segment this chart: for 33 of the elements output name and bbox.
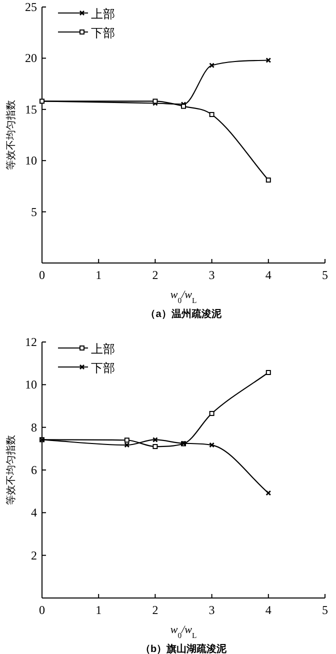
x-tick-label: 3 — [208, 603, 215, 617]
y-tick-label: 20 — [25, 51, 37, 66]
x-axis-title: w$_{0}$/w$_{L}$ — [170, 289, 197, 304]
legend-label: 上部 — [91, 7, 115, 21]
x-tick-label: 2 — [152, 603, 158, 617]
legend-label: 下部 — [91, 26, 115, 40]
y-tick-label: 8 — [31, 420, 37, 434]
x-tick-label: 0 — [39, 268, 45, 282]
y-tick-label: 10 — [25, 154, 37, 168]
x-tick-label: 4 — [265, 603, 272, 617]
text: （b）旗山湖疏浚泥 — [140, 643, 228, 654]
x-tick-label: 5 — [322, 603, 328, 617]
x-tick-label: 1 — [96, 268, 102, 282]
y-axis-title: 等效不均匀指数 — [5, 435, 17, 505]
y-tick-label: 2 — [31, 548, 37, 562]
text: （a）温州疏浚泥 — [146, 308, 222, 320]
x-tick-label: 4 — [265, 268, 272, 282]
y-tick-label: 6 — [31, 463, 37, 477]
x-axis-title: w$_{0}$/w$_{L}$ — [170, 624, 197, 640]
x-tick-label: 1 — [96, 603, 102, 617]
legend-label: 下部 — [91, 361, 115, 375]
x-tick-label: 5 — [322, 268, 328, 282]
y-tick-label: 4 — [31, 506, 37, 520]
y-tick-label: 5 — [31, 204, 37, 219]
legend-label: 上部 — [91, 342, 115, 356]
x-tick-label: 2 — [152, 268, 158, 282]
y-axis-title: 等效不均匀指数 — [5, 100, 17, 170]
y-tick-label: 15 — [25, 102, 37, 116]
x-tick-label: 0 — [39, 603, 45, 617]
y-tick-label: 25 — [25, 0, 37, 14]
x-tick-label: 3 — [208, 268, 215, 282]
y-tick-label: 10 — [25, 378, 37, 392]
y-tick-label: 12 — [25, 335, 37, 349]
